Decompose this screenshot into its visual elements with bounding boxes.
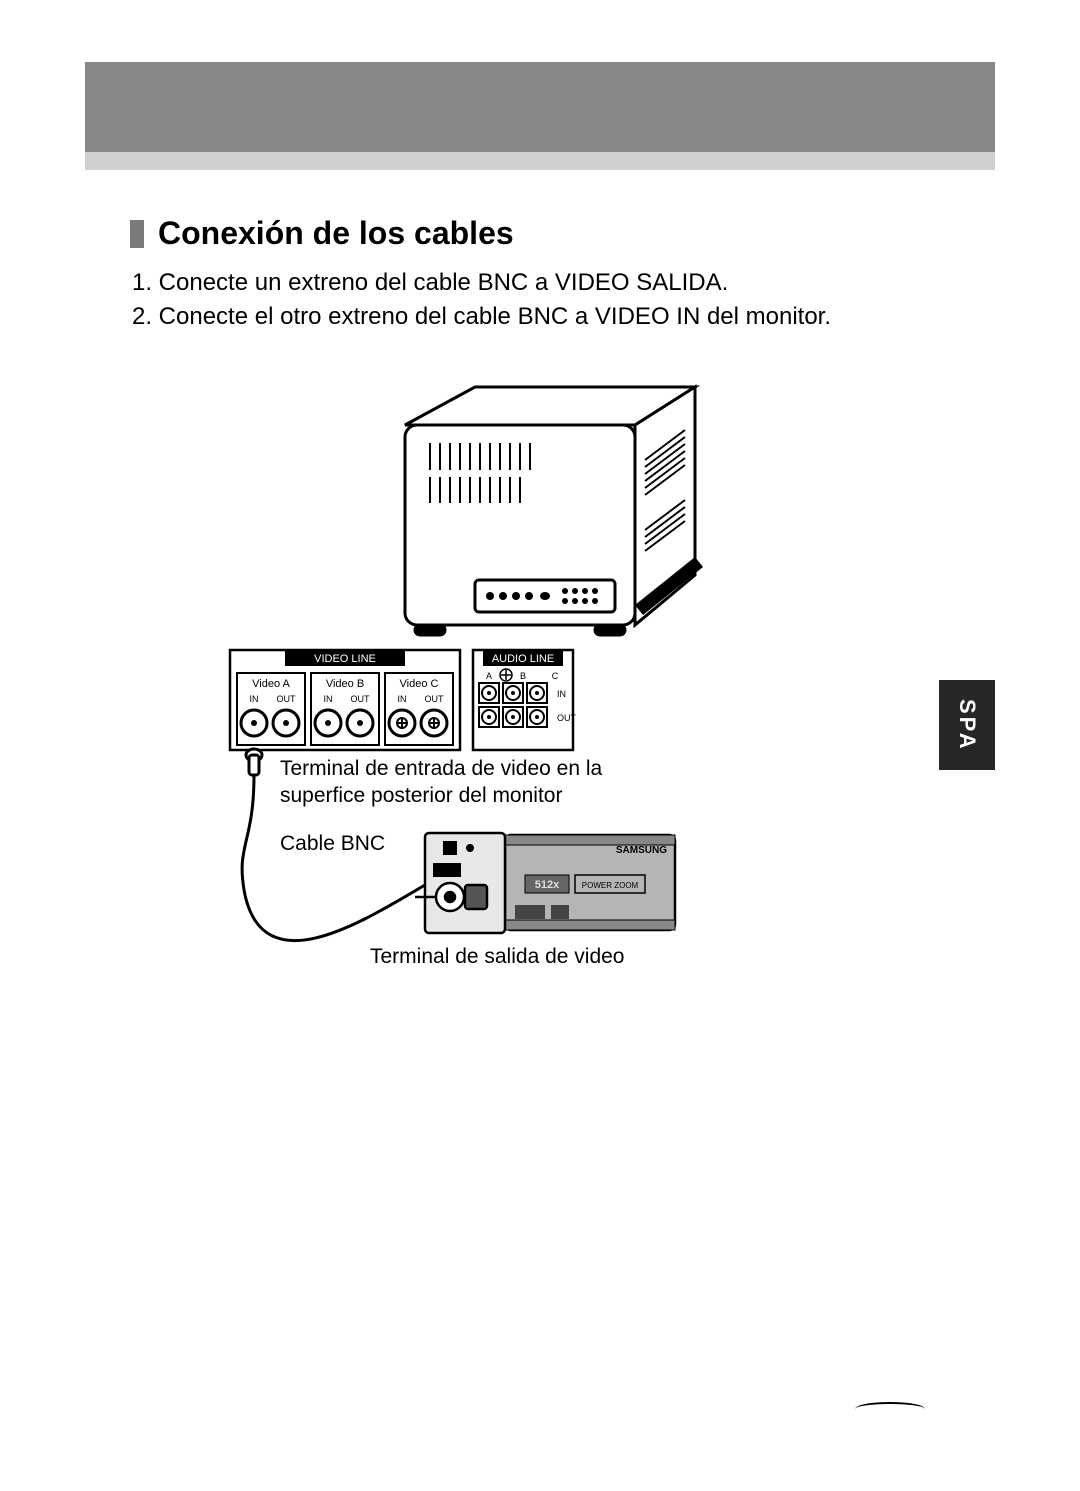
monitor-icon (405, 387, 703, 635)
svg-text:POWER ZOOM: POWER ZOOM (582, 881, 639, 890)
svg-text:OUT: OUT (557, 713, 577, 723)
step-2: 2. Conecte el otro extreno del cable BNC… (132, 300, 950, 334)
page-curve-icon (855, 1402, 925, 1416)
language-side-tab: SPA (939, 680, 995, 770)
svg-text:IN: IN (557, 689, 566, 699)
connection-diagram: VIDEO LINE Video A IN OUT Video B IN OUT (225, 375, 785, 985)
svg-text:OUT: OUT (277, 694, 297, 704)
header-light-bar (85, 152, 995, 170)
section-title: Conexión de los cables (158, 215, 514, 252)
language-label: SPA (954, 699, 980, 752)
camera-icon: SAMSUNG 512x POWER ZOOM (415, 833, 675, 933)
camera-brand: SAMSUNG (616, 845, 667, 856)
section-bullet (130, 220, 144, 248)
video-a-label: Video A (252, 678, 290, 690)
svg-text:B: B (520, 671, 526, 681)
video-line-label: VIDEO LINE (314, 653, 376, 665)
svg-text:OUT: OUT (425, 694, 445, 704)
annotation-cable: Cable BNC (280, 832, 385, 856)
svg-text:IN: IN (324, 694, 333, 704)
content-area: Conexión de los cables 1. Conecte un ext… (130, 215, 950, 333)
video-c-label: Video C (400, 678, 439, 690)
annotation-output-terminal: Terminal de salida de video (370, 945, 624, 969)
annotation-input-terminal: Terminal de entrada de video en la super… (280, 755, 680, 810)
audio-line-label: AUDIO LINE (492, 653, 554, 665)
step-1: 1. Conecte un extreno del cable BNC a VI… (132, 266, 950, 300)
header-dark-bar (85, 62, 995, 152)
svg-text:512x: 512x (535, 879, 560, 891)
video-b-label: Video B (326, 678, 364, 690)
svg-text:IN: IN (398, 694, 407, 704)
section-title-row: Conexión de los cables (130, 215, 950, 252)
svg-text:IN: IN (250, 694, 259, 704)
connector-panel: VIDEO LINE Video A IN OUT Video B IN OUT (230, 650, 577, 750)
svg-text:OUT: OUT (351, 694, 371, 704)
svg-text:A: A (486, 671, 492, 681)
svg-text:C: C (552, 671, 559, 681)
